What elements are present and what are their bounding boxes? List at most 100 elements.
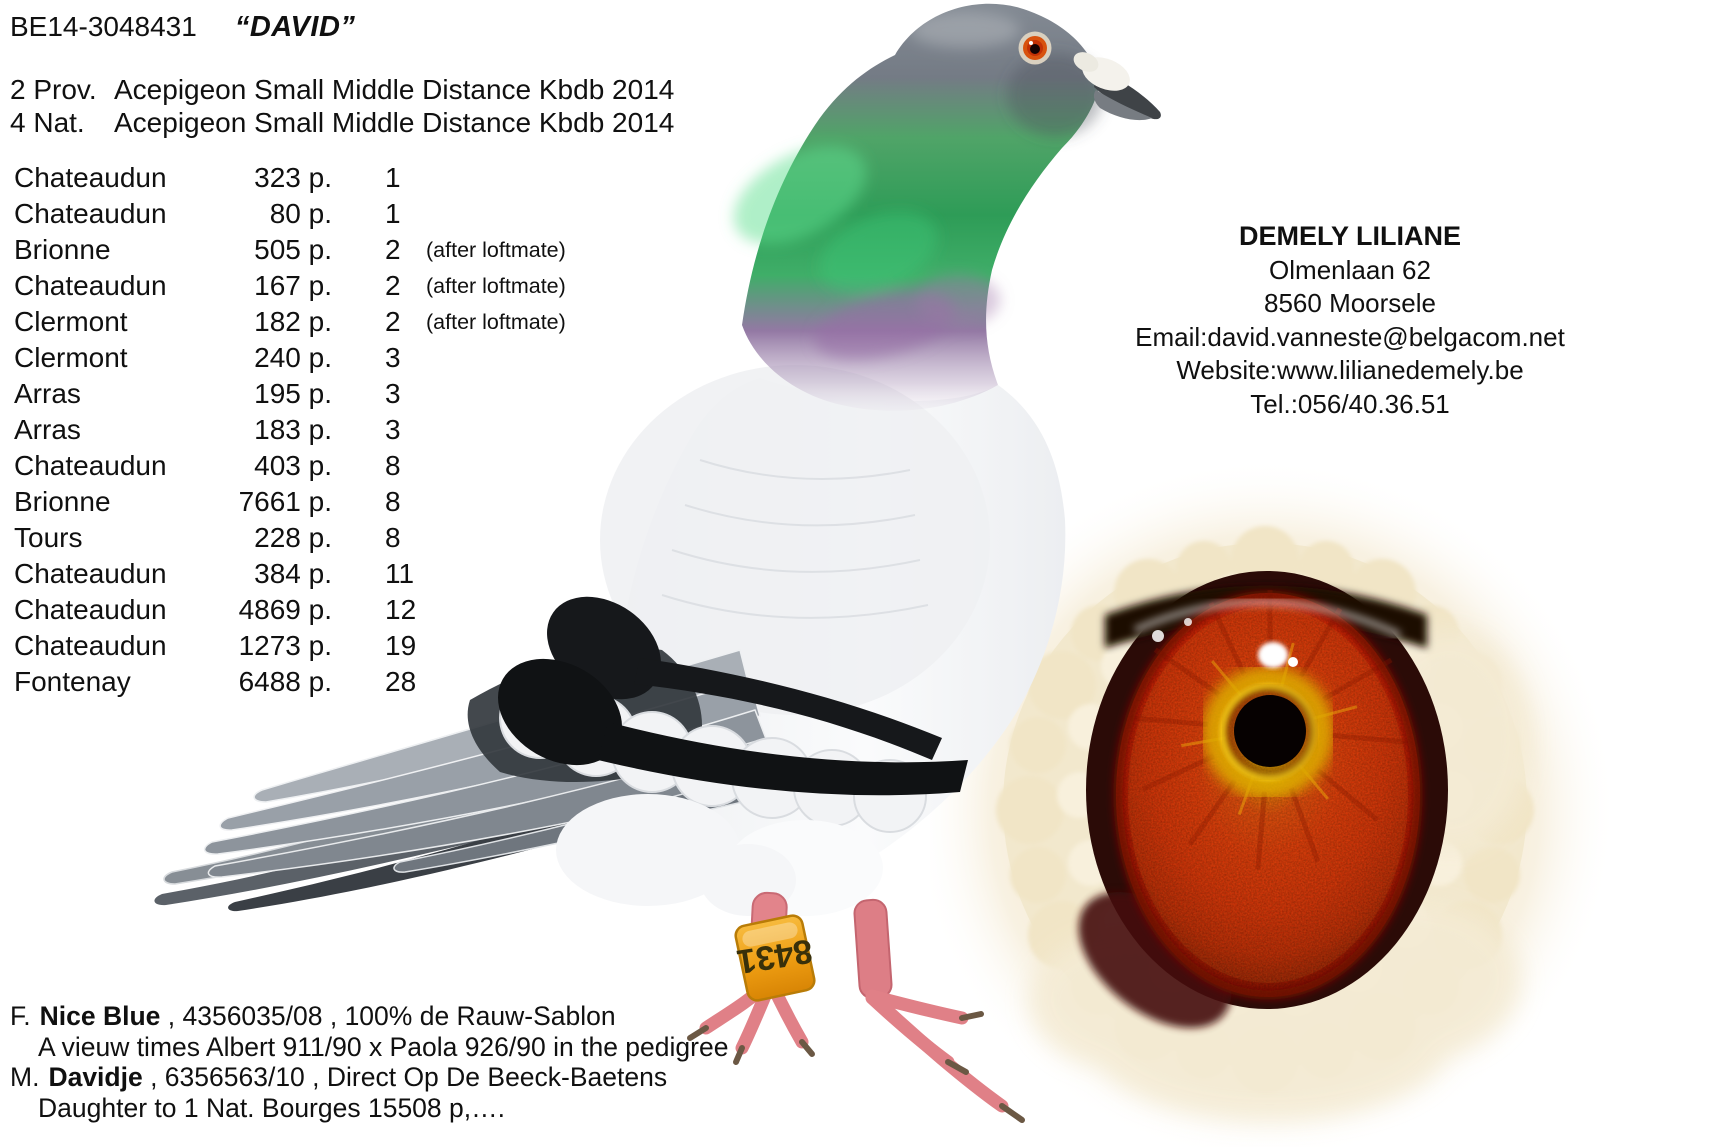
honors-list: 2 Prov. Acepigeon Small Middle Distance K… — [10, 73, 674, 139]
pigeons-count: 7661 p. — [238, 486, 332, 517]
breeder-name: DEMELY LILIANE — [1238, 221, 1462, 251]
pigeons-count: 1273 p. — [238, 630, 332, 661]
leg-band-number: 8431 — [734, 931, 815, 980]
father-note: A vieuw times Albert 911/90 x Paola 926/… — [38, 1031, 729, 1062]
race-results-table: Chateaudun 323 p. 1 Chateaudun 80 p. 1 Brion… — [14, 160, 674, 700]
placing: 11 — [385, 558, 415, 589]
placing: 12 — [385, 594, 417, 625]
honor-title: Acepigeon Small Middle Distance Kbdb 201… — [114, 74, 675, 105]
header: BE14-3048431 “DAVID” — [10, 10, 355, 49]
placing: 8 — [385, 522, 401, 553]
race-name: Clermont — [14, 342, 128, 373]
placing: 3 — [385, 342, 401, 373]
race-name: Fontenay — [14, 666, 131, 697]
pigeons-count: 195 p. — [254, 378, 332, 409]
father-details: , 4356035/08 , 100% de Rauw-Sablon — [160, 1001, 616, 1031]
breeder-email: Email:david.vanneste@belgacom.net — [1135, 321, 1565, 352]
pigeons-count: 323 p. — [254, 162, 332, 193]
pigeons-count: 384 p. — [254, 558, 332, 589]
vent-fluff — [556, 794, 740, 906]
result-row: Chateaudun 4869 p. 12 — [14, 592, 674, 628]
result-row: Arras 195 p. 3 — [14, 376, 674, 412]
race-name: Brionne — [14, 486, 111, 517]
placing: 2 — [385, 306, 401, 337]
father-prefix: F. — [10, 1001, 31, 1031]
pigeons-count: 403 p. — [254, 450, 332, 481]
legs-feet: 8431 — [687, 820, 1025, 1123]
result-row: Chateaudun 323 p. 1 — [14, 160, 674, 196]
mother-details: , 6356563/10 , Direct Op De Beeck-Baeten… — [142, 1062, 668, 1092]
honor-rank: 2 Prov. — [10, 74, 97, 105]
placing: 28 — [385, 666, 417, 697]
placing-note: (after loftmate) — [426, 274, 566, 298]
pigeon-name: “DAVID” — [234, 11, 356, 43]
pigeons-count: 183 p. — [254, 414, 332, 445]
placing-note: (after loftmate) — [426, 310, 566, 334]
pigeons-count: 228 p. — [254, 522, 332, 553]
placing: 3 — [385, 414, 401, 445]
result-row: Chateaudun 403 p. 8 — [14, 448, 674, 484]
honor-title: Acepigeon Small Middle Distance Kbdb 201… — [114, 107, 675, 138]
pigeons-count: 182 p. — [254, 306, 332, 337]
placing: 8 — [385, 450, 401, 481]
tail-feathers — [154, 739, 651, 912]
pigeons-count: 167 p. — [254, 270, 332, 301]
placing: 3 — [385, 378, 401, 409]
parents-block: F. Nice Blue , 4356035/08 , 100% de Rauw-… — [10, 1001, 728, 1123]
eye-cere-fluff — [930, 458, 1617, 1147]
placing: 8 — [385, 486, 401, 517]
placing: 1 — [385, 162, 401, 193]
wattle — [1073, 52, 1130, 91]
pigeons-count: 80 p. — [269, 198, 332, 229]
pigeon-eye — [1018, 31, 1052, 65]
result-row: Chateaudun 1273 p. 19 — [14, 628, 674, 664]
mother-prefix: M. — [10, 1062, 40, 1092]
honor-line: 4 Nat. Acepigeon Small Middle Distance Kb… — [10, 106, 674, 139]
result-row: Brionne 505 p. 2 (after loftmate) — [14, 232, 674, 268]
race-name: Chateaudun — [14, 594, 167, 625]
mother-line: M. Davidje , 6356563/10 , Direct Op De Be… — [10, 1062, 728, 1093]
pigeons-count: 505 p. — [254, 234, 332, 265]
pigeons-count: 240 p. — [254, 342, 332, 373]
eye-iris — [1078, 571, 1448, 1028]
result-row: Chateaudun 80 p. 1 — [14, 196, 674, 232]
beak — [1093, 70, 1161, 121]
pigeon-eye-closeup-photo — [930, 458, 1617, 1147]
race-name: Chateaudun — [14, 162, 167, 193]
placing: 2 — [385, 234, 401, 265]
wing-coverts — [499, 677, 927, 833]
result-row: Clermont 240 p. 3 — [14, 340, 674, 376]
result-row: Fontenay 6488 p. 28 — [14, 664, 674, 700]
leg-band: 8431 — [734, 914, 816, 1002]
pigeons-count: 4869 p. — [238, 594, 332, 625]
race-name: Chateaudun — [14, 558, 167, 589]
race-name: Chateaudun — [14, 198, 167, 229]
race-name: Chateaudun — [14, 450, 167, 481]
race-name: Tours — [14, 522, 83, 553]
breeder-street: Olmenlaan 62 — [1269, 254, 1431, 285]
race-name: Clermont — [14, 306, 128, 337]
result-row: Chateaudun 167 p. 2 (after loftmate) — [14, 268, 674, 304]
father-line: F. Nice Blue , 4356035/08 , 100% de Rauw-… — [10, 1001, 728, 1032]
placing: 19 — [385, 630, 417, 661]
result-row: Chateaudun 384 p. 11 — [14, 556, 674, 592]
breeder-website: Website:www.lilianedemely.be — [1176, 355, 1524, 385]
mother-name: Davidje — [48, 1062, 143, 1092]
race-name: Brionne — [14, 234, 111, 265]
result-row: Tours 228 p. 8 — [14, 520, 674, 556]
breeder-contact-block: DEMELY LILIANE Olmenlaan 62 8560 Moorsel… — [1090, 220, 1610, 421]
placing: 2 — [385, 270, 401, 301]
race-name: Arras — [14, 414, 81, 445]
honor-rank: 4 Nat. — [10, 107, 85, 138]
race-name: Chateaudun — [14, 630, 167, 661]
placing: 1 — [385, 198, 401, 229]
race-name: Chateaudun — [14, 270, 167, 301]
pigeons-count: 6488 p. — [238, 666, 332, 697]
ring-number: BE14-3048431 — [10, 11, 197, 42]
breeder-phone: Tel.:056/40.36.51 — [1250, 388, 1450, 419]
race-name: Arras — [14, 378, 81, 409]
honor-line: 2 Prov. Acepigeon Small Middle Distance K… — [10, 73, 674, 106]
mother-note: Daughter to 1 Nat. Bourges 15508 p,…. — [38, 1092, 505, 1123]
result-row: Clermont 182 p. 2 (after loftmate) — [14, 304, 674, 340]
